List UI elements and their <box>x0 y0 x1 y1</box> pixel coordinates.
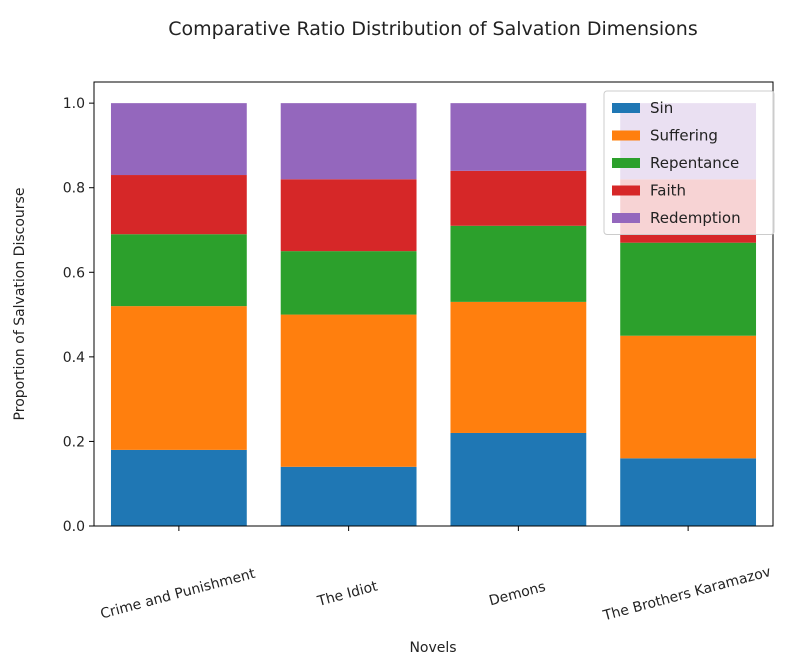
legend: Sin Suffering Repentance Faith Redemption <box>603 90 775 235</box>
legend-swatch <box>612 185 640 196</box>
y-tick-label: 0.4 <box>63 350 85 366</box>
y-tick-label: 0.6 <box>63 265 85 281</box>
legend-label: Faith <box>650 182 686 200</box>
bar-sin <box>280 466 417 526</box>
legend-label: Redemption <box>650 209 741 227</box>
bar-suffering <box>450 301 587 433</box>
legend-swatch <box>612 213 640 223</box>
y-axis-label: Proportion of Salvation Discourse <box>12 188 28 421</box>
legend-label: Sin <box>650 99 673 117</box>
bar-redemption <box>450 103 587 171</box>
bar-suffering <box>620 335 757 459</box>
chart-title: Comparative Ratio Distribution of Salvat… <box>168 18 698 40</box>
bar-faith <box>110 175 247 235</box>
legend-label: Suffering <box>650 127 718 145</box>
x-tick-label: Demons <box>487 579 547 609</box>
legend-swatch <box>612 158 640 168</box>
x-tick-label: Crime and Punishment <box>99 566 258 623</box>
bar-sin <box>110 449 247 526</box>
y-tick-label: 0.0 <box>63 519 85 535</box>
y-tick-label: 1.0 <box>63 96 85 112</box>
bar-repentance <box>450 225 587 302</box>
bar-redemption <box>280 103 417 180</box>
legend-swatch <box>612 130 640 141</box>
axes-frame <box>93 81 774 527</box>
legend-swatch <box>612 103 640 113</box>
bar-faith <box>450 170 587 226</box>
x-tick-label: The Brothers Karamazov <box>601 564 773 624</box>
bar-sin <box>450 432 587 526</box>
bar-repentance <box>110 234 247 307</box>
bar-sin <box>620 458 757 526</box>
legend-label: Repentance <box>650 154 739 172</box>
bar-repentance <box>620 242 757 336</box>
y-tick-label: 0.2 <box>63 434 85 450</box>
y-tick-label: 0.8 <box>63 181 85 197</box>
bar-suffering <box>110 306 247 450</box>
bar-faith <box>280 179 417 252</box>
x-axis-label: Novels <box>409 640 456 655</box>
plot-area: 0.0 0.2 0.4 0.6 0.8 1.0 Crime and Punishment Th… <box>63 81 774 624</box>
bar-redemption <box>110 103 247 176</box>
x-tick-label: The Idiot <box>315 578 380 610</box>
legend-frame <box>603 90 775 235</box>
bar-repentance <box>280 251 417 315</box>
bar-suffering <box>280 314 417 467</box>
